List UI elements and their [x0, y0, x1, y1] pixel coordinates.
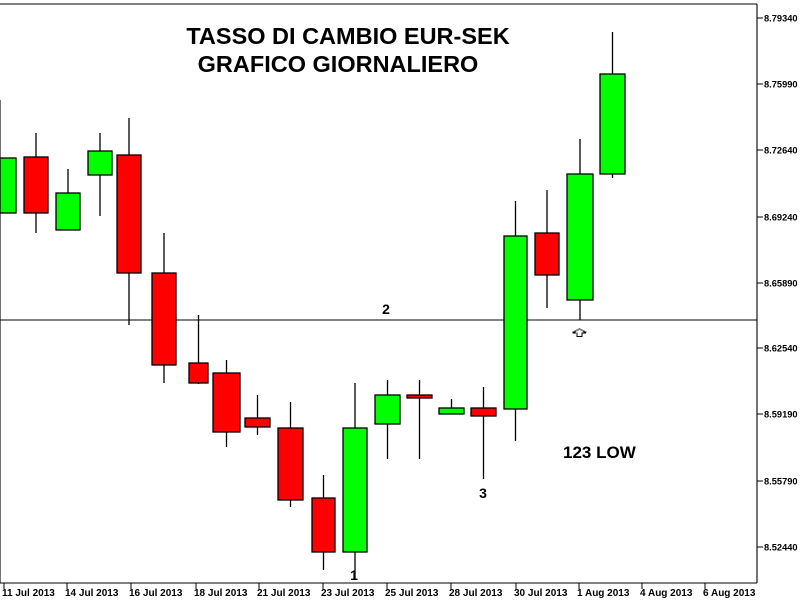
- svg-text:30 Jul 2013: 30 Jul 2013: [514, 588, 568, 599]
- svg-text:18 Jul 2013: 18 Jul 2013: [194, 588, 248, 599]
- svg-text:8.62540: 8.62540: [764, 344, 798, 354]
- svg-text:14 Jul 2013: 14 Jul 2013: [65, 588, 119, 599]
- svg-text:28 Jul 2013: 28 Jul 2013: [449, 588, 503, 599]
- svg-text:8.65890: 8.65890: [764, 279, 798, 289]
- svg-text:8.55790: 8.55790: [764, 477, 798, 487]
- svg-text:8.79340: 8.79340: [764, 14, 798, 24]
- svg-text:16 Jul 2013: 16 Jul 2013: [129, 588, 183, 599]
- svg-text:11 Jul 2013: 11 Jul 2013: [2, 588, 55, 599]
- svg-text:8.52440: 8.52440: [764, 543, 798, 553]
- svg-text:23 Jul 2013: 23 Jul 2013: [321, 588, 375, 599]
- svg-text:8.72640: 8.72640: [764, 146, 798, 156]
- svg-text:TASSO DI CAMBIO EUR-SEK: TASSO DI CAMBIO EUR-SEK: [186, 23, 509, 49]
- svg-text:8.69240: 8.69240: [764, 213, 798, 223]
- svg-text:4 Aug 2013: 4 Aug 2013: [640, 588, 693, 599]
- svg-text:25 Jul 2013: 25 Jul 2013: [385, 588, 439, 599]
- svg-text:1 Aug 2013: 1 Aug 2013: [577, 588, 630, 599]
- svg-text:6 Aug 2013: 6 Aug 2013: [703, 588, 756, 599]
- svg-text:8.59190: 8.59190: [764, 410, 798, 420]
- svg-text:1: 1: [350, 567, 358, 583]
- svg-text:8.75990: 8.75990: [764, 80, 798, 90]
- svg-text:21 Jul 2013: 21 Jul 2013: [257, 588, 311, 599]
- svg-text:123 LOW: 123 LOW: [563, 443, 637, 462]
- svg-text:GRAFICO GIORNALIERO: GRAFICO GIORNALIERO: [198, 51, 479, 77]
- svg-text:3: 3: [479, 485, 487, 501]
- svg-text:2: 2: [382, 301, 390, 317]
